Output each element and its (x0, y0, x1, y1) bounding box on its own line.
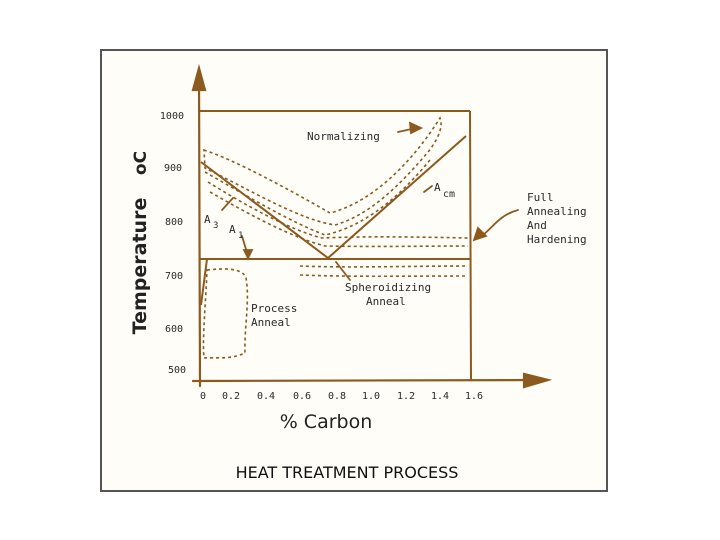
a3-label-main: A (204, 213, 211, 226)
y-axis-arrowhead (191, 63, 207, 92)
y-axis-unit: oC (131, 151, 151, 175)
x-tick-label: 0.2 (222, 391, 240, 402)
acm-arrow (423, 185, 433, 193)
spheroidizing-band-upper (299, 265, 469, 268)
process-anneal-label-line: Process (251, 302, 297, 315)
x-axis-arrowhead (522, 372, 553, 389)
full-annealing-label-line: Annealing (527, 205, 587, 218)
process-anneal-region (202, 268, 249, 359)
normalizing-arrowhead (408, 121, 424, 135)
x-axis-line (191, 378, 542, 383)
full-anneal-band-lower (209, 191, 469, 248)
y-tick-label: 500 (168, 365, 186, 376)
a1-label-sub: 1 (238, 231, 243, 241)
process-anneal-label-line: Anneal (251, 316, 291, 329)
a1-label-main: A (229, 223, 236, 236)
y-axis-title: Temperature (129, 198, 151, 335)
x-tick-label: 1.6 (465, 391, 483, 402)
spheroidizing-label-line: Spheroidizing (345, 281, 431, 294)
spheroidizing-arrow (335, 261, 351, 281)
full-annealing-arrowhead (472, 226, 488, 242)
normalizing-label: Normalizing (307, 130, 380, 143)
x-tick-label: 1.0 (362, 391, 380, 402)
left-leg-line (200, 258, 208, 306)
figure-caption: HEAT TREATMENT PROCESS (236, 463, 459, 482)
y-tick-label: 600 (165, 324, 183, 335)
x-tick-label: 0.4 (257, 391, 275, 402)
normalizing-region (203, 116, 442, 226)
y-tick-label: 900 (164, 163, 182, 174)
spheroidizing-band-lower (299, 274, 467, 278)
full-annealing-label-line: Full (527, 191, 554, 204)
y-axis-line (197, 70, 202, 388)
full-annealing-label-line: And (527, 219, 547, 232)
figure-frame (100, 49, 608, 492)
x-axis-title: % Carbon (280, 411, 373, 433)
x-tick-label: 0.8 (328, 391, 346, 402)
x-tick-label: 0.6 (293, 391, 311, 402)
y-tick-label: 1000 (160, 111, 184, 122)
full-annealing-arrow (482, 209, 519, 236)
x-tick-label: 0 (200, 391, 206, 402)
a3-label-sub: 3 (213, 221, 218, 231)
full-anneal-band-upper (207, 181, 469, 239)
acm-label-sub: cm (443, 189, 455, 200)
right-boundary-line (469, 110, 472, 382)
a3-line (200, 161, 329, 259)
x-tick-label: 1.4 (431, 391, 449, 402)
acm-label-main: A (434, 181, 441, 194)
y-tick-label: 700 (165, 271, 183, 282)
full-annealing-label-line: Hardening (527, 233, 587, 246)
y-tick-label: 800 (165, 217, 183, 228)
a3-arrow (221, 197, 234, 211)
a1-arrowhead (242, 249, 254, 261)
spheroidizing-label-line: Anneal (366, 295, 406, 308)
normalizing-band (204, 159, 431, 236)
x-tick-label: 1.2 (397, 391, 415, 402)
